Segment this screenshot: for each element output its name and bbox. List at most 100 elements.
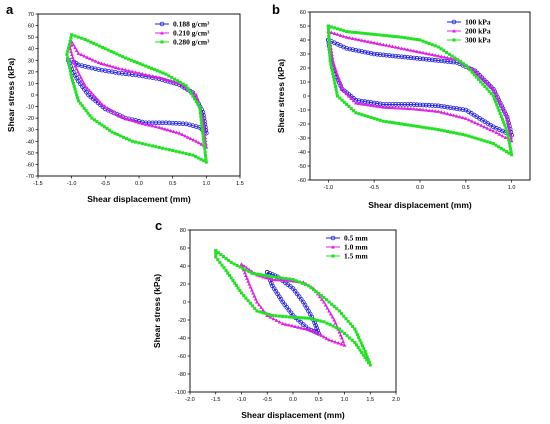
data-point [333,84,338,88]
data-point [85,55,89,59]
data-point [285,278,290,282]
data-point [83,37,87,41]
data-point [70,76,74,80]
y-tick-label: -20 [298,122,306,128]
data-point [432,57,438,63]
data-point [485,87,489,91]
data-point [453,56,457,60]
data-point [231,278,235,283]
data-point [397,122,401,126]
data-point [381,42,386,47]
data-point [70,33,74,37]
data-point [378,118,382,122]
data-point [242,294,246,298]
data-point [191,94,195,98]
data-point [510,153,514,157]
data-point [76,96,80,100]
data-point [417,102,423,108]
data-point [411,102,417,107]
data-point [113,131,117,135]
data-point [69,52,74,57]
data-point [372,40,377,45]
data-point [294,279,298,283]
data-point [269,280,274,286]
data-point [106,48,110,52]
data-point [482,78,487,82]
data-point [73,34,77,38]
data-point [359,49,365,54]
data-point [164,72,168,76]
data-point [194,155,198,159]
data-point [129,58,133,62]
data-point [306,316,310,320]
data-point [177,131,182,135]
data-point [187,89,192,93]
data-point [199,114,203,118]
data-point [436,45,440,49]
data-point [457,106,463,112]
data-point [204,154,208,158]
data-point [216,251,220,255]
data-point [387,120,391,124]
data-point [126,71,132,77]
data-point [93,95,98,99]
data-point [201,134,205,138]
data-point [168,79,173,83]
data-point [415,124,419,128]
y-tick-label: -40 [298,150,306,156]
data-point [189,92,193,96]
data-point [286,323,291,327]
data-point [255,300,259,304]
data-point [482,124,487,129]
data-point [500,134,505,138]
data-point [331,72,335,76]
data-point [505,118,510,122]
data-point [332,62,336,66]
data-point [387,34,391,38]
data-point [144,142,148,146]
legend-marker [160,31,164,35]
data-point [360,350,364,355]
data-point [405,106,410,110]
data-point [415,49,419,54]
data-point [328,323,332,327]
data-point [262,273,266,277]
data-point [348,30,352,34]
data-point [132,59,136,63]
data-point [338,33,343,37]
data-point [509,150,513,154]
data-point [93,59,98,63]
data-point [497,145,501,149]
data-point [341,339,346,344]
data-point [108,128,112,132]
data-point [329,25,333,29]
data-point [233,281,237,285]
data-point [325,321,329,325]
data-point [421,125,425,129]
data-point [90,58,95,62]
data-point [494,100,498,104]
data-point [331,59,335,63]
data-point [314,290,318,294]
y-tick-label: 40 [28,47,34,53]
data-point [351,98,356,103]
data-point [331,75,336,79]
data-point [340,329,344,333]
data-point [236,286,240,290]
data-point [488,141,492,145]
data-point [445,59,450,64]
data-point [387,53,392,58]
data-point [344,91,349,96]
data-point [325,306,330,310]
y-tick-label: 60 [28,24,34,30]
data-point [123,71,128,77]
x-tick-label: -2.0 [185,397,194,403]
data-point [403,36,407,40]
data-point [409,37,413,41]
y-tick-label: -60 [26,162,34,168]
data-point [155,69,159,73]
data-point [458,132,462,136]
data-point [359,341,363,345]
data-point [264,275,269,280]
data-point [324,298,328,302]
